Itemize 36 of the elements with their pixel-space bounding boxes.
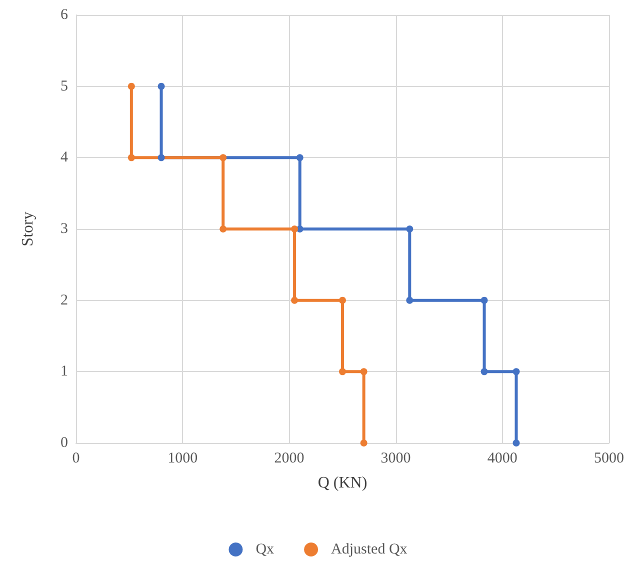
- point: [291, 296, 298, 304]
- y-tick-label: 4: [60, 150, 68, 166]
- x-tick-label: 2000: [274, 450, 304, 466]
- point: [128, 82, 135, 90]
- y-tick-label: 6: [60, 7, 68, 23]
- x-tick-label: 1000: [168, 450, 198, 466]
- point: [480, 296, 488, 304]
- x-tick-label: 4000: [487, 450, 518, 466]
- point: [406, 226, 414, 232]
- y-tick-label: 3: [60, 221, 68, 237]
- x-tick-label: 5000: [594, 450, 624, 466]
- point: [339, 296, 346, 304]
- y-axis-title: Story: [20, 212, 36, 246]
- point: [339, 368, 346, 376]
- point: [128, 154, 135, 162]
- point: [220, 154, 227, 162]
- legend-label: Adjusted Qx: [331, 542, 408, 558]
- point: [360, 440, 368, 446]
- y-tick-label: 2: [60, 292, 68, 308]
- x-axis-title: Q (KN): [318, 474, 368, 492]
- point: [158, 82, 165, 90]
- point: [220, 226, 227, 232]
- point: [296, 154, 304, 162]
- point: [512, 368, 520, 376]
- legend-label: Qx: [256, 542, 275, 558]
- point: [360, 368, 368, 376]
- point: [406, 296, 414, 304]
- point: [512, 440, 520, 446]
- point: [291, 226, 298, 232]
- y-tick-label: 5: [60, 78, 68, 94]
- y-tick-label: 0: [60, 435, 68, 451]
- point: [480, 368, 488, 376]
- point: [158, 154, 165, 162]
- y-tick-label: 1: [60, 364, 68, 380]
- x-tick-label: 3000: [380, 450, 411, 466]
- x-tick-label: 0: [72, 450, 80, 466]
